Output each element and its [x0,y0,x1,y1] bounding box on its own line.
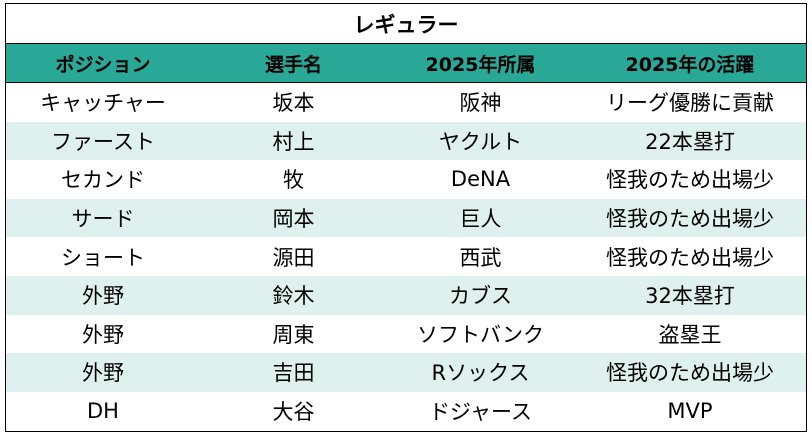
team-cell: 西武 [387,237,574,276]
performance-cell: 怪我のため出場少 [574,353,806,392]
performance-cell: 32本塁打 [574,275,806,315]
header-cell-player-name: 選手名 [200,44,387,83]
player-name-cell: 吉田 [200,353,387,392]
team-cell: 阪神 [387,82,574,122]
table-row: キャッチャー 坂本 阪神 リーグ優勝に貢献 [6,82,806,122]
position-cell: 外野 [6,353,200,392]
performance-cell: 盗塁王 [574,314,806,354]
player-name-cell: 村上 [200,121,387,161]
position-cell: サード [6,198,200,238]
player-name-cell: 牧 [200,160,387,199]
table-row: サード 岡本 巨人 怪我のため出場少 [6,198,806,238]
header-cell-position: ポジション [6,44,200,83]
header-row: ポジション 選手名 2025年所属 2025年の活躍 [6,44,806,83]
table-row: 外野 吉田 Rソックス 怪我のため出場少 [6,353,806,392]
position-cell: ショート [6,237,200,276]
regular-lineup-table-sheet: レギュラー ポジション 選手名 2025年所属 2025年の活躍 キャッチャー坂… [5,3,807,432]
player-name-cell: 鈴木 [200,275,387,315]
position-cell: セカンド [6,160,200,199]
player-name-cell: 大谷 [200,391,387,431]
team-cell: 巨人 [387,198,574,238]
table-title: レギュラー [6,4,806,44]
position-cell: 外野 [6,275,200,315]
performance-cell: MVP [574,391,806,431]
team-cell: DeNA [387,160,574,199]
table-row: 外野 周東 ソフトバンク 盗塁王 [6,314,806,354]
header-cell-performance-2025: 2025年の活躍 [574,44,806,83]
player-name-cell: 周東 [200,314,387,354]
table-row: セカンド牧 DeNA 怪我のため出場少 [6,160,806,199]
position-cell: ファースト [6,121,200,161]
header-cell-team-2025: 2025年所属 [387,44,574,83]
position-cell: 外野 [6,314,200,354]
table-header: ポジション 選手名 2025年所属 2025年の活躍 [6,44,806,83]
player-name-cell: 源田 [200,237,387,276]
performance-cell: リーグ優勝に貢献 [574,82,806,122]
position-cell: キャッチャー [6,82,200,122]
performance-cell: 怪我のため出場少 [574,160,806,199]
lineup-table: ポジション 選手名 2025年所属 2025年の活躍 キャッチャー 坂本 阪神 リーグ… [6,44,806,431]
table-row: 外野 鈴木 カブス 32本塁打 [6,275,806,315]
player-name-cell: 岡本 [200,198,387,238]
player-name-cell: 坂本 [200,82,387,122]
table-row: ファースト 村上 ヤクルト 22本塁打 [6,121,806,161]
team-cell: ヤクルト [387,121,574,161]
table-row: ショート 源田 西武 怪我のため出場少 [6,237,806,276]
performance-cell: 怪我のため出場少 [574,237,806,276]
team-cell: カブス [387,275,574,315]
performance-cell: 怪我のため出場少 [574,198,806,238]
table-row: DH 大谷 ドジャース MVP [6,391,806,431]
team-cell: ドジャース [387,391,574,431]
position-cell: DH [6,391,200,431]
table-body: キャッチャー 坂本 阪神 リーグ優勝に貢献 ファースト 村上 ヤクルト 22本塁打 セカンド牧 D… [6,82,806,431]
team-cell: Rソックス [387,353,574,392]
team-cell: ソフトバンク [387,314,574,354]
performance-cell: 22本塁打 [574,121,806,161]
